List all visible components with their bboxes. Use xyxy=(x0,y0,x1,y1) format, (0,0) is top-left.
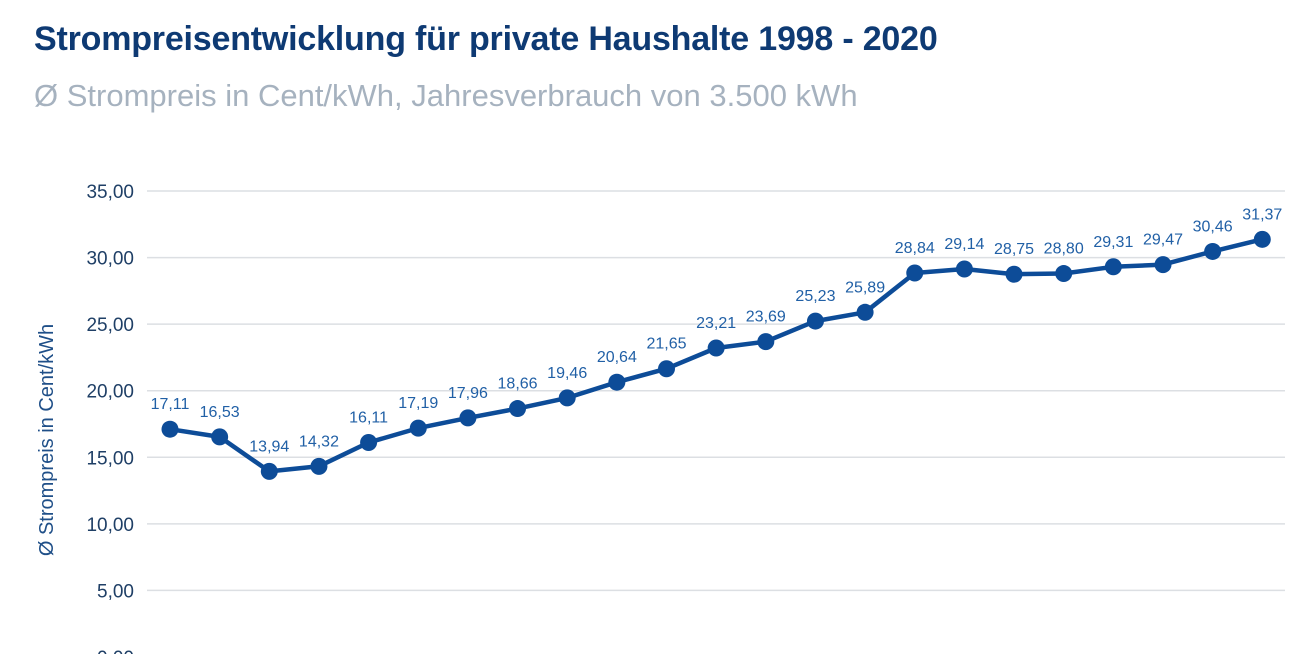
data-point xyxy=(310,457,328,475)
y-tick-label: 20,00 xyxy=(86,382,134,403)
data-label: 30,46 xyxy=(1193,218,1233,235)
data-label: 17,11 xyxy=(151,396,190,413)
y-tick-label: 5,00 xyxy=(97,581,134,602)
data-label: 17,96 xyxy=(448,385,488,402)
data-label: 23,69 xyxy=(746,309,786,326)
data-point xyxy=(658,360,675,378)
data-label: 20,64 xyxy=(597,349,637,366)
data-point xyxy=(707,339,725,357)
data-label: 21,65 xyxy=(646,336,686,353)
data-point xyxy=(211,428,229,446)
chart-title: Strompreisentwicklung für private Hausha… xyxy=(34,20,938,58)
y-axis-ticks: 0,00 5,00 10,00 15,00 20,00 25,00 30,00 35,00 xyxy=(86,182,134,654)
y-tick-label: 35,00 xyxy=(86,182,134,203)
data-point xyxy=(906,264,924,282)
data-point xyxy=(1005,265,1023,283)
data-label: 17,19 xyxy=(398,395,438,412)
data-point xyxy=(608,373,626,391)
data-point xyxy=(558,389,576,407)
y-tick-label: 30,00 xyxy=(86,249,134,270)
data-point xyxy=(409,419,427,437)
data-label: 29,14 xyxy=(944,236,984,253)
chart-subtitle: Ø Strompreis in Cent/kWh, Jahresverbrauc… xyxy=(34,78,858,113)
y-axis-label: Ø Strompreis in Cent/kWh xyxy=(36,324,58,556)
data-point xyxy=(509,400,527,418)
data-point xyxy=(856,303,874,321)
data-point xyxy=(1055,265,1073,283)
y-tick-label: 15,00 xyxy=(86,448,134,469)
data-label: 16,11 xyxy=(349,410,388,427)
data-point xyxy=(955,260,973,278)
gridlines xyxy=(147,190,1285,592)
data-label: 29,47 xyxy=(1143,232,1183,249)
data-point xyxy=(757,333,775,351)
data-label: 14,32 xyxy=(299,433,339,450)
data-point xyxy=(1253,230,1271,248)
y-tick-label: 0,00 xyxy=(97,648,134,654)
data-point xyxy=(1104,258,1122,276)
data-point xyxy=(459,409,477,427)
data-label: 13,94 xyxy=(249,438,289,455)
data-label: 25,23 xyxy=(795,288,835,305)
data-label: 28,75 xyxy=(994,241,1034,258)
data-label: 18,66 xyxy=(498,376,538,393)
data-label: 23,21 xyxy=(696,315,736,332)
data-label: 19,46 xyxy=(547,365,587,382)
data-point xyxy=(161,420,179,438)
y-tick-label: 25,00 xyxy=(86,315,134,336)
data-label: 29,31 xyxy=(1093,234,1133,251)
y-tick-label: 10,00 xyxy=(86,515,134,536)
data-point xyxy=(260,462,278,480)
data-point xyxy=(806,312,824,330)
data-points xyxy=(161,230,1271,480)
data-point xyxy=(1204,242,1222,260)
data-label: 28,84 xyxy=(895,240,935,257)
data-label: 28,80 xyxy=(1044,241,1084,258)
data-labels: 17,11 16,53 13,94 14,32 16,11 17,19 17,96 18,66… xyxy=(151,206,1283,455)
data-label: 16,53 xyxy=(200,404,240,421)
data-point xyxy=(1154,256,1172,274)
data-label: 31,37 xyxy=(1242,206,1282,223)
data-point xyxy=(360,434,378,452)
data-label: 25,89 xyxy=(845,279,885,296)
